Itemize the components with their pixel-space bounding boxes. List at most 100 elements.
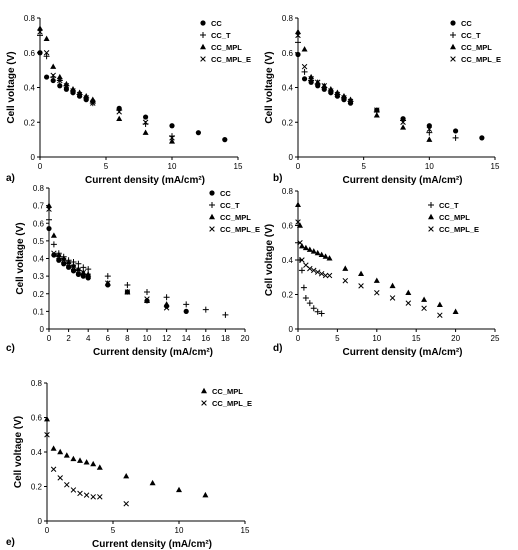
y-tick-label: 0.7 [33, 202, 45, 211]
x-tick-label: 20 [241, 334, 250, 343]
data-point [66, 264, 72, 270]
data-point [144, 297, 150, 303]
data-point [50, 445, 57, 451]
series-CC_T [295, 39, 459, 141]
data-point [37, 29, 43, 35]
data-point [328, 88, 334, 94]
data-point [44, 431, 50, 438]
data-point [75, 271, 81, 277]
y-axis-label: Cell voltage (V) [13, 416, 24, 488]
data-point [400, 119, 406, 126]
legend-entry: CC_MPL_E [439, 225, 479, 234]
data-point [85, 273, 91, 279]
y-tick-label: 0.8 [33, 184, 45, 193]
data-point [314, 249, 321, 256]
data-point [124, 289, 131, 295]
x-tick-label: 5 [335, 334, 340, 343]
data-point [65, 261, 72, 267]
data-point [306, 246, 313, 252]
series-CC_MPL_E [46, 206, 170, 311]
data-point [116, 109, 122, 115]
data-point [83, 95, 89, 101]
data-point [46, 202, 52, 208]
x-tick-label: 15 [241, 526, 250, 535]
data-point [77, 457, 83, 463]
y-tick-label: 0.2 [282, 291, 294, 300]
data-point [306, 300, 313, 307]
x-tick-label: 6 [106, 334, 111, 343]
data-point [46, 216, 52, 223]
legend-entry: CC_T [461, 31, 481, 40]
data-point [105, 280, 111, 286]
data-point [80, 273, 86, 279]
y-axis-label: Cell voltage (V) [264, 224, 275, 296]
legend-marker [209, 213, 215, 220]
x-axis-label: Current density (mA/cm²) [342, 175, 462, 186]
data-point [222, 311, 229, 318]
data-point [169, 123, 175, 129]
y-tick-label: 0.6 [33, 219, 45, 228]
data-point [70, 264, 77, 271]
data-point [310, 248, 317, 254]
data-point [314, 79, 321, 86]
data-point [374, 290, 380, 296]
y-axis-label: Cell voltage (V) [15, 222, 26, 294]
data-point [56, 73, 63, 80]
legend-marker [450, 20, 456, 26]
legend-marker [450, 56, 456, 62]
panel-4: 0 0.2 0.4 0.6 0.8 0 5 10 15 20 25 Current density (… [264, 187, 500, 358]
data-point [83, 492, 90, 498]
data-point [44, 74, 50, 80]
data-point [97, 494, 103, 500]
legend-entry: CC [461, 19, 472, 28]
data-point [326, 272, 333, 279]
data-point [57, 83, 63, 89]
x-tick-label: 5 [104, 162, 109, 171]
data-point [295, 201, 301, 207]
y-tick-label: 0.4 [31, 448, 43, 457]
data-point [56, 257, 62, 263]
data-point [57, 475, 63, 481]
data-point [297, 239, 303, 246]
data-point [70, 487, 77, 493]
data-point [195, 130, 201, 136]
data-point [163, 301, 170, 307]
y-tick-label: 0.2 [33, 290, 45, 299]
data-point [452, 308, 459, 314]
legend-marker [428, 226, 434, 232]
legend-entry: CC [211, 19, 222, 28]
x-tick-label: 10 [425, 162, 434, 171]
data-point [37, 32, 43, 39]
data-point [60, 257, 67, 264]
data-point [426, 136, 433, 142]
y-tick-label: 0 [40, 325, 45, 334]
data-point [295, 219, 301, 225]
data-point [321, 83, 328, 89]
x-tick-label: 10 [168, 162, 177, 171]
x-tick-label: 4 [86, 334, 91, 343]
legend-marker [209, 190, 215, 196]
data-point [61, 261, 67, 267]
x-tick-label: 15 [491, 162, 500, 171]
data-point [436, 301, 443, 308]
data-point [400, 124, 407, 130]
data-point [453, 128, 459, 134]
data-point [90, 100, 96, 106]
data-point [421, 296, 428, 302]
data-point [374, 107, 380, 113]
data-point [183, 301, 190, 308]
legend-marker [201, 387, 207, 394]
x-tick-label: 15 [412, 334, 421, 343]
legend-marker [201, 400, 207, 406]
series-CC_MPL_E [44, 431, 129, 507]
data-point [358, 270, 365, 276]
legend-entry: CC_T [220, 201, 240, 210]
y-tick-label: 0.6 [31, 414, 43, 423]
legend-entry: CC_MPL_E [211, 55, 251, 64]
series-CC_MPL [44, 416, 209, 498]
x-tick-label: 14 [182, 334, 191, 343]
x-axis-label: Current density (mA/cm²) [342, 347, 462, 358]
data-point [70, 455, 77, 462]
data-point [310, 305, 317, 312]
